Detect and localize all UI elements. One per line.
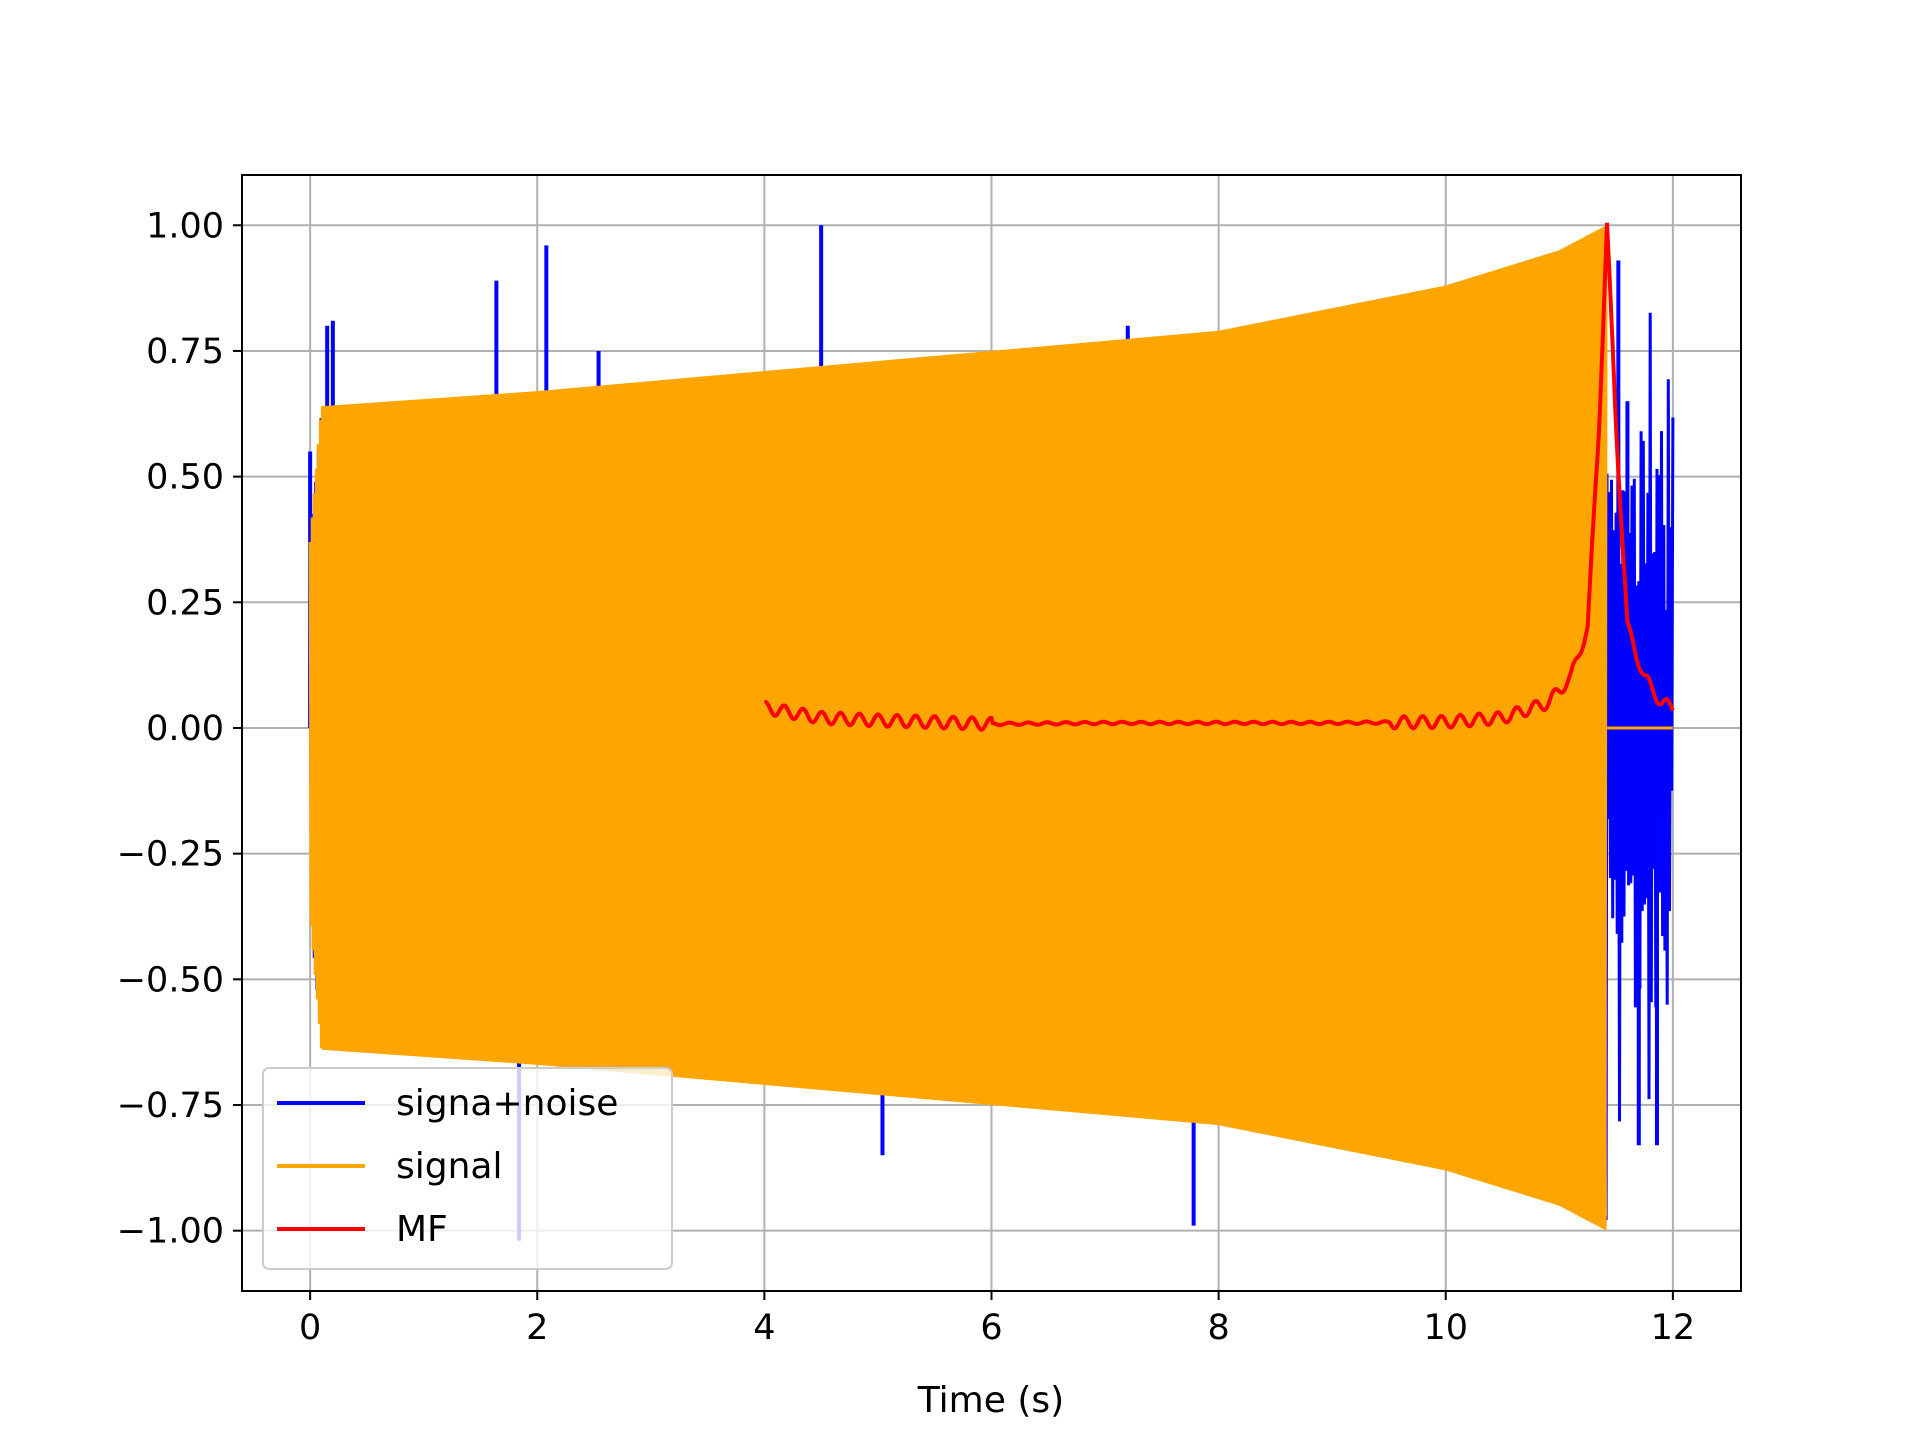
legend-label-signal: signal — [396, 1146, 503, 1187]
x-axis-title: Time (s) — [917, 1380, 1064, 1421]
y-tick-label-5: −0.25 — [117, 835, 224, 875]
y-tick-label-1: 0.75 — [146, 332, 224, 372]
y-tick-label-4: 0.00 — [146, 709, 224, 749]
series-mf — [764, 222, 1675, 732]
series-signal — [308, 225, 1673, 1230]
x-tick-label-6: 12 — [1651, 1308, 1696, 1348]
legend: signa+noise signal MF — [262, 1067, 673, 1270]
y-tick-label-2: 0.50 — [146, 458, 224, 498]
legend-label-signal-noise: signa+noise — [396, 1083, 618, 1124]
x-axis: 0 2 4 6 8 10 12 — [299, 1291, 1695, 1348]
y-tick-label-8: −1.00 — [117, 1212, 224, 1252]
legend-label-mf: MF — [396, 1209, 448, 1250]
x-tick-label-2: 4 — [753, 1308, 775, 1348]
signal-envelope-fill — [310, 243, 1607, 1216]
x-tick-label-0: 0 — [299, 1308, 321, 1348]
x-tick-label-4: 8 — [1207, 1308, 1229, 1348]
y-tick-label-7: −0.75 — [117, 1086, 224, 1126]
y-tick-label-0: 1.00 — [146, 206, 224, 246]
plot-area — [308, 222, 1675, 1241]
y-tick-label-6: −0.50 — [117, 960, 224, 1000]
x-tick-label-1: 2 — [526, 1308, 548, 1348]
x-tick-label-5: 10 — [1423, 1308, 1468, 1348]
legend-box — [262, 1067, 673, 1270]
mf-line — [764, 222, 1675, 732]
y-tick-label-3: 0.25 — [146, 583, 224, 623]
x-tick-label-3: 6 — [980, 1308, 1002, 1348]
y-axis: 1.00 0.75 0.50 0.25 0.00 −0.25 −0.50 −0.75 −1.00 — [117, 206, 242, 1252]
